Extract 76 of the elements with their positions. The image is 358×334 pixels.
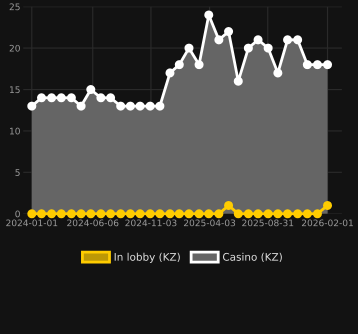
- y-tick-label: 25: [10, 3, 20, 10]
- point: [283, 35, 292, 44]
- point: [76, 102, 86, 111]
- point: [302, 60, 312, 70]
- point: [293, 209, 302, 218]
- point: [56, 209, 66, 218]
- point: [126, 102, 135, 111]
- point: [27, 102, 36, 111]
- point: [106, 93, 116, 102]
- point: [254, 209, 263, 218]
- point: [283, 209, 292, 218]
- point: [174, 209, 184, 218]
- point: [116, 102, 126, 111]
- point: [214, 209, 224, 218]
- legend-label: Casino (KZ): [222, 252, 282, 262]
- x-tick-label: 2025-08-31: [242, 219, 294, 226]
- point: [27, 209, 36, 218]
- point: [66, 93, 76, 102]
- y-tick-label: 0: [15, 210, 20, 218]
- point: [204, 10, 214, 20]
- point: [136, 209, 145, 218]
- point: [36, 93, 46, 102]
- x-tick-label: 2024-11-03: [125, 219, 176, 226]
- point: [146, 102, 155, 111]
- point: [47, 209, 56, 218]
- point: [47, 93, 56, 102]
- point: [155, 102, 164, 111]
- point: [106, 209, 116, 218]
- point: [165, 209, 174, 218]
- point: [273, 209, 282, 218]
- point: [184, 44, 194, 53]
- point: [254, 35, 263, 44]
- point: [136, 102, 145, 111]
- point: [312, 60, 322, 70]
- point: [116, 209, 126, 218]
- point: [126, 209, 135, 218]
- point: [36, 209, 46, 218]
- point: [244, 44, 253, 53]
- x-tick-label: 2026-02-01: [302, 219, 353, 226]
- point: [146, 209, 155, 218]
- point: [244, 209, 253, 218]
- point: [184, 209, 194, 218]
- point: [194, 60, 204, 70]
- x-tick-label: 2024-01-01: [6, 219, 58, 226]
- point: [264, 209, 273, 218]
- point: [174, 60, 184, 70]
- point: [273, 68, 282, 78]
- y-tick-label: 5: [15, 169, 20, 176]
- point: [56, 93, 66, 102]
- y-tick-label: 10: [10, 128, 20, 134]
- point: [224, 200, 234, 210]
- point: [66, 209, 76, 218]
- point: [293, 35, 302, 44]
- point: [302, 209, 312, 218]
- y-tick-label: 15: [10, 86, 20, 94]
- point: [234, 209, 243, 218]
- point: [96, 209, 106, 218]
- point: [204, 209, 214, 218]
- point: [323, 60, 332, 70]
- point: [96, 93, 106, 102]
- point: [264, 44, 273, 53]
- point: [194, 209, 204, 218]
- legend-label: In lobby (KZ): [114, 252, 180, 263]
- point: [234, 76, 243, 86]
- y-tick-label: 20: [10, 44, 20, 52]
- point: [165, 68, 174, 78]
- point: [312, 209, 322, 218]
- point: [76, 209, 86, 218]
- point: [86, 85, 96, 94]
- point: [86, 209, 96, 218]
- x-tick-label: 2024-06-06: [67, 219, 118, 226]
- point: [323, 200, 332, 210]
- point: [224, 27, 234, 36]
- point: [214, 35, 224, 44]
- point: [155, 209, 164, 218]
- x-tick-label: 2025-04-03: [184, 219, 236, 226]
